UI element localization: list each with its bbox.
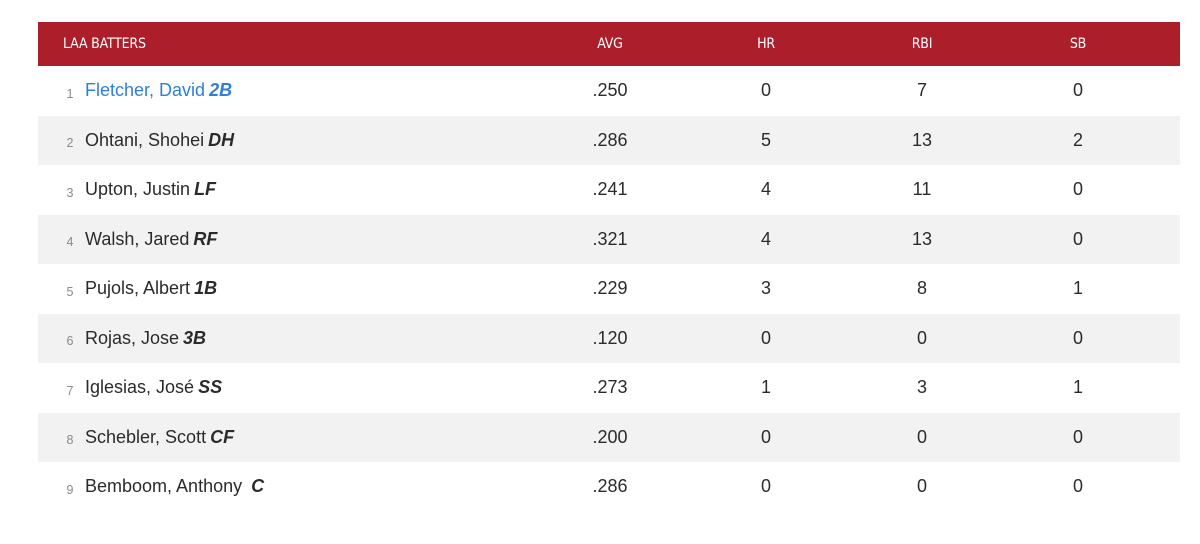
stat-hr: 0 bbox=[760, 80, 771, 101]
stat-sb: 0 bbox=[1072, 426, 1083, 447]
player-position: 1B bbox=[194, 278, 218, 299]
stat-hr: 0 bbox=[760, 327, 771, 348]
table-row: 8 Schebler, Scott CF .200 0 0 0 bbox=[38, 412, 1180, 462]
header-sb[interactable]: SB bbox=[1069, 36, 1087, 52]
player-name[interactable]: Upton, Justin bbox=[85, 179, 191, 200]
table-row: 3 Upton, Justin LF .241 4 11 0 bbox=[38, 165, 1180, 215]
player-name[interactable]: Pujols, Albert bbox=[85, 278, 191, 299]
stat-hr: 4 bbox=[760, 228, 771, 249]
table-header: LAA BATTERS AVG HR RBI SB bbox=[38, 22, 1180, 66]
stat-hr: 5 bbox=[760, 129, 771, 150]
stat-hr: 0 bbox=[760, 476, 771, 497]
batting-order-number: 8 bbox=[66, 433, 74, 448]
batting-order-number: 6 bbox=[66, 334, 74, 349]
stat-sb: 1 bbox=[1072, 278, 1083, 299]
player-name[interactable]: Bemboom, Anthony bbox=[85, 476, 243, 497]
stat-avg: .241 bbox=[592, 179, 628, 200]
stat-sb: 1 bbox=[1072, 377, 1083, 398]
player-name[interactable]: Rojas, Jose bbox=[85, 327, 180, 348]
stat-avg: .229 bbox=[592, 278, 628, 299]
stat-hr: 4 bbox=[760, 179, 771, 200]
stat-sb: 0 bbox=[1072, 327, 1083, 348]
player-name[interactable]: Walsh, Jared bbox=[85, 228, 190, 249]
player-name[interactable]: Schebler, Scott bbox=[85, 426, 207, 447]
batting-order-number: 3 bbox=[66, 185, 74, 200]
stat-rbi: 13 bbox=[911, 228, 933, 249]
header-avg[interactable]: AVG bbox=[597, 36, 623, 52]
player-link[interactable]: Upton, Justin LF bbox=[85, 179, 216, 200]
stat-sb: 0 bbox=[1072, 476, 1083, 497]
table-row: 4 Walsh, Jared RF .321 4 13 0 bbox=[38, 214, 1180, 264]
player-position[interactable]: 2B bbox=[209, 80, 233, 101]
stat-avg: .286 bbox=[592, 476, 628, 497]
header-player[interactable]: LAA BATTERS bbox=[63, 36, 146, 52]
table-row: 9 Bemboom, Anthony C .286 0 0 0 bbox=[38, 462, 1180, 512]
stat-rbi: 0 bbox=[916, 327, 927, 348]
stat-rbi: 0 bbox=[916, 426, 927, 447]
table-row: 7 Iglesias, José SS .273 1 3 1 bbox=[38, 363, 1180, 413]
player-position: 3B bbox=[183, 327, 207, 348]
player-link[interactable]: Pujols, Albert 1B bbox=[85, 278, 217, 299]
table-row: 1 Fletcher, David 2B .250 0 7 0 bbox=[38, 66, 1180, 116]
player-link[interactable]: Bemboom, Anthony C bbox=[85, 476, 264, 497]
stat-sb: 2 bbox=[1072, 129, 1083, 150]
stat-avg: .273 bbox=[592, 377, 628, 398]
stat-sb: 0 bbox=[1072, 179, 1083, 200]
header-hr[interactable]: HR bbox=[757, 36, 775, 52]
player-link[interactable]: Rojas, Jose 3B bbox=[85, 328, 206, 349]
player-link[interactable]: Fletcher, David 2B bbox=[85, 80, 232, 101]
player-position: LF bbox=[194, 179, 217, 200]
stat-rbi: 8 bbox=[916, 278, 927, 299]
batting-order-number: 1 bbox=[66, 86, 74, 101]
player-link[interactable]: Walsh, Jared RF bbox=[85, 229, 217, 250]
stat-hr: 3 bbox=[760, 278, 771, 299]
batting-order-number: 9 bbox=[66, 482, 74, 497]
player-name[interactable]: Ohtani, Shohei bbox=[85, 129, 205, 150]
player-position: SS bbox=[198, 377, 223, 398]
table-row: 5 Pujols, Albert 1B .229 3 8 1 bbox=[38, 264, 1180, 314]
stat-avg: .120 bbox=[592, 327, 628, 348]
player-link[interactable]: Schebler, Scott CF bbox=[85, 427, 234, 448]
table-row: 6 Rojas, Jose 3B .120 0 0 0 bbox=[38, 313, 1180, 363]
batting-order-number: 4 bbox=[66, 235, 74, 250]
batters-table: LAA BATTERS AVG HR RBI SB 1 Fletcher, Da… bbox=[38, 22, 1180, 512]
header-rbi[interactable]: RBI bbox=[911, 36, 933, 52]
stat-sb: 0 bbox=[1072, 80, 1083, 101]
player-link[interactable]: Iglesias, José SS bbox=[85, 377, 222, 398]
batting-order-number: 7 bbox=[66, 383, 74, 398]
stat-rbi: 13 bbox=[911, 129, 933, 150]
player-name[interactable]: Iglesias, José bbox=[85, 377, 195, 398]
player-link[interactable]: Ohtani, Shohei DH bbox=[85, 130, 234, 151]
stat-hr: 0 bbox=[760, 426, 771, 447]
player-position: DH bbox=[208, 129, 235, 150]
player-position: RF bbox=[193, 228, 218, 249]
stat-rbi: 3 bbox=[916, 377, 927, 398]
stat-avg: .200 bbox=[592, 426, 628, 447]
batting-order-number: 2 bbox=[66, 136, 74, 151]
stat-avg: .321 bbox=[592, 228, 628, 249]
batting-order-number: 5 bbox=[66, 284, 74, 299]
stat-rbi: 0 bbox=[916, 476, 927, 497]
stat-rbi: 7 bbox=[916, 80, 927, 101]
stat-sb: 0 bbox=[1072, 228, 1083, 249]
stat-rbi: 11 bbox=[912, 179, 932, 200]
stat-avg: .250 bbox=[592, 80, 628, 101]
stat-hr: 1 bbox=[760, 377, 771, 398]
stat-avg: .286 bbox=[592, 129, 628, 150]
table-row: 2 Ohtani, Shohei DH .286 5 13 2 bbox=[38, 115, 1180, 165]
player-position: C bbox=[251, 476, 265, 497]
player-position: CF bbox=[210, 426, 235, 447]
player-name[interactable]: Fletcher, David bbox=[85, 80, 206, 101]
